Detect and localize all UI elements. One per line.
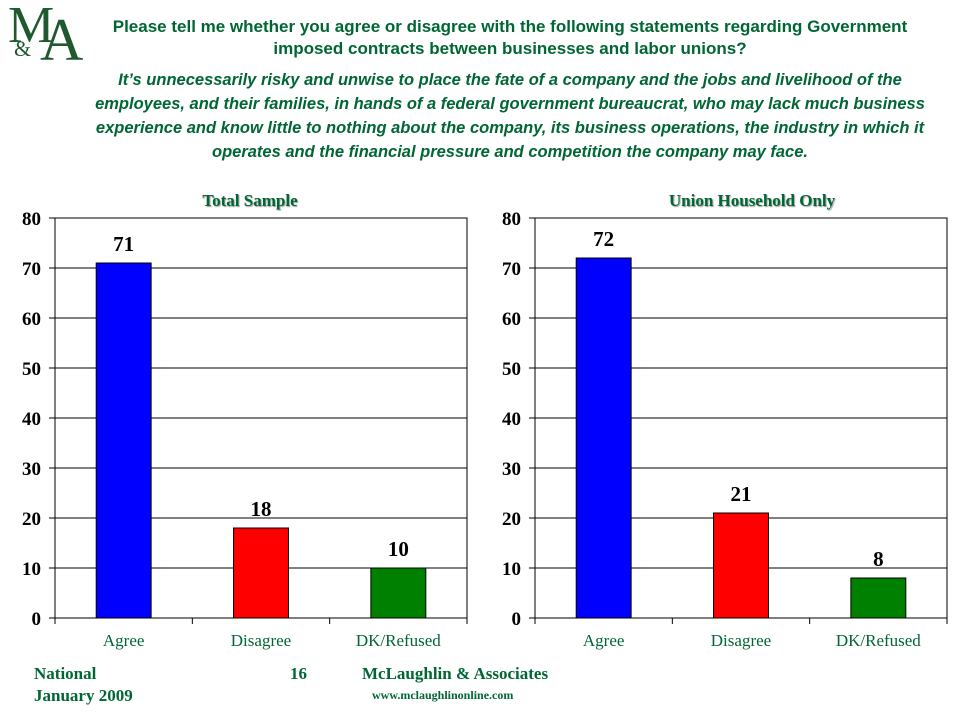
footer-website[interactable]: www.mclaughlinonline.com (372, 688, 514, 702)
footer-company: McLaughlin & Associates (362, 664, 549, 683)
x-category-label: Disagree (231, 631, 291, 650)
y-tick-label: 70 (22, 259, 41, 280)
logo-letter-a: A (40, 7, 84, 73)
y-tick-label: 30 (502, 459, 521, 480)
bar-agree (95, 262, 152, 619)
data-label: 21 (731, 482, 752, 506)
y-tick-label: 10 (502, 559, 521, 580)
x-category-label: Disagree (711, 631, 771, 650)
data-label: 18 (251, 497, 272, 521)
y-tick-label: 50 (22, 359, 41, 380)
footer-region: National (34, 664, 97, 683)
bar-disagree (233, 527, 289, 619)
chart-title-union-household: Union Household Only (668, 191, 836, 210)
footer-page-number: 16 (290, 664, 307, 683)
y-tick-label: 60 (22, 309, 41, 330)
y-tick-label: 40 (502, 409, 521, 430)
x-category-label: Agree (583, 631, 625, 650)
bar-chart-total-sample: 0 10 20 30 40 50 60 70 80 71 Agree 18 Disagree 10 DK/R… (22, 209, 468, 650)
y-tick-label: 30 (22, 459, 41, 480)
data-label: 10 (388, 537, 409, 561)
footer-date: January 2009 (34, 686, 133, 705)
y-tick-label: 10 (22, 559, 41, 580)
survey-statement: It’s unnecessarily risky and unwise to p… (95, 71, 925, 161)
x-category-label: DK/Refused (356, 631, 441, 650)
survey-question: Please tell me whether you agree or disa… (112, 17, 908, 58)
data-label: 72 (593, 227, 614, 251)
y-tick-label: 70 (502, 259, 521, 280)
x-category-label: DK/Refused (836, 631, 921, 650)
company-logo: M & A (4, 0, 90, 73)
bar-disagree (713, 512, 769, 619)
y-tick-label: 0 (32, 609, 42, 630)
bar-chart-union-household: 0 10 20 30 40 50 60 70 80 72 Agree 21 Disagree 8 DK/Re… (502, 209, 948, 650)
bar-dk-refused (370, 567, 427, 619)
bar-dk-refused (850, 577, 907, 619)
logo-ampersand: & (14, 36, 32, 61)
chart-title-total-sample: Total Sample (202, 191, 298, 210)
y-tick-label: 20 (22, 509, 41, 530)
bar-agree (575, 257, 632, 619)
y-tick-label: 40 (22, 409, 41, 430)
y-tick-label: 80 (22, 209, 41, 230)
x-category-label: Agree (103, 631, 145, 650)
y-tick-label: 20 (502, 509, 521, 530)
y-tick-label: 60 (502, 309, 521, 330)
data-label: 8 (873, 547, 884, 571)
logo-letter-m: M (8, 0, 55, 54)
y-tick-label: 80 (502, 209, 521, 230)
data-label: 71 (113, 232, 134, 256)
y-tick-label: 0 (512, 609, 522, 630)
y-tick-label: 50 (502, 359, 521, 380)
